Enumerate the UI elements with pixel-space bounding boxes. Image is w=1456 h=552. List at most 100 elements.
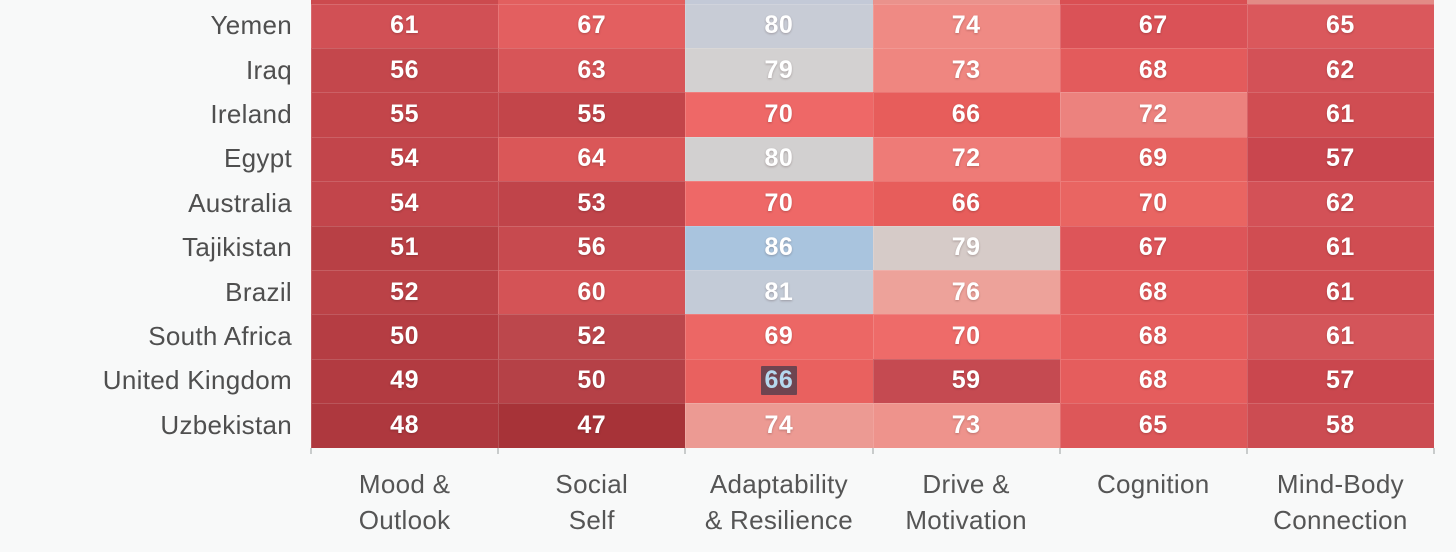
cell-value: 61 xyxy=(1326,277,1355,306)
heatmap-cell[interactable]: 59 xyxy=(872,358,1060,404)
heatmap-row-uzbekistan: 48 47 74 73 65 58 xyxy=(311,403,1435,448)
heatmap-cell[interactable]: 74 xyxy=(872,3,1060,48)
cell-value: 61 xyxy=(1326,322,1355,351)
cell-value: 56 xyxy=(390,55,419,84)
heatmap-cell[interactable]: 73 xyxy=(872,47,1060,93)
row-label-uzbekistan: Uzbekistan xyxy=(160,409,292,440)
heatmap-cell[interactable]: 51 xyxy=(311,225,499,270)
cell-value: 74 xyxy=(951,11,981,40)
heatmap-cell[interactable]: 63 xyxy=(498,47,686,93)
axis-tick xyxy=(1245,447,1248,454)
heatmap-cell[interactable]: 67 xyxy=(1059,3,1247,48)
heatmap-cell-partial xyxy=(498,0,686,4)
heatmap-cell[interactable]: 65 xyxy=(1059,403,1247,448)
heatmap-cell[interactable]: 56 xyxy=(311,47,499,93)
axis-tick xyxy=(497,447,500,454)
heatmap-cell[interactable]: 80 xyxy=(685,136,873,182)
heatmap-cell[interactable]: 53 xyxy=(498,181,686,226)
heatmap-cell[interactable]: 66 xyxy=(872,181,1060,226)
heatmap-cell-partial xyxy=(685,0,873,4)
heatmap-cell[interactable]: 48 xyxy=(311,403,499,448)
heatmap-cell[interactable]: 62 xyxy=(1246,181,1435,226)
heatmap-row-yemen: 61 67 80 74 67 65 xyxy=(311,3,1435,48)
heatmap-cell[interactable]: 50 xyxy=(498,358,686,404)
heatmap-cell[interactable]: 68 xyxy=(1059,314,1247,359)
heatmap-cell[interactable]: 64 xyxy=(498,136,686,182)
heatmap-cell[interactable]: 56 xyxy=(498,225,686,270)
heatmap-cell[interactable]: 72 xyxy=(1059,92,1247,137)
row-label-yemen: Yemen xyxy=(210,10,292,41)
heatmap-cell[interactable]: 67 xyxy=(498,3,686,48)
heatmap-cell[interactable]: 79 xyxy=(872,225,1060,270)
heatmap-cell[interactable]: 54 xyxy=(311,136,499,182)
heatmap-cell[interactable]: 74 xyxy=(685,403,873,448)
heatmap-cell[interactable]: 49 xyxy=(311,358,499,404)
cell-value: 66 xyxy=(951,100,981,129)
heatmap-cell[interactable]: 61 xyxy=(1246,92,1435,137)
column-label-line: Outlook xyxy=(358,505,451,535)
heatmap-cell[interactable]: 68 xyxy=(1059,47,1247,93)
cell-value: 68 xyxy=(1138,322,1168,351)
heatmap-cell[interactable]: 73 xyxy=(872,403,1060,448)
heatmap-cell[interactable]: 67 xyxy=(1059,225,1247,270)
cell-value: 80 xyxy=(764,144,794,173)
cell-value: 79 xyxy=(764,55,794,84)
column-label-adaptability-resilience: Adaptability & Resilience xyxy=(685,466,872,538)
heatmap-cell[interactable]: 70 xyxy=(1059,181,1247,226)
heatmap-cell[interactable]: 54 xyxy=(311,181,499,226)
heatmap-cell[interactable]: 50 xyxy=(311,314,499,359)
heatmap-cell[interactable]: 60 xyxy=(498,269,686,315)
cell-value: 52 xyxy=(390,277,419,306)
axis-tick xyxy=(1433,447,1435,454)
heatmap-cell[interactable]: 66 xyxy=(872,92,1060,137)
heatmap-cell[interactable]: 70 xyxy=(685,92,873,137)
cell-value: 86 xyxy=(764,233,794,262)
heatmap-cell[interactable]: 52 xyxy=(311,269,499,315)
column-label-mood-outlook: Mood & Outlook xyxy=(311,466,498,538)
heatmap-cell[interactable]: 72 xyxy=(872,136,1060,182)
row-label-tajikistan: Tajikistan xyxy=(182,232,292,263)
cell-value: 51 xyxy=(390,233,419,262)
heatmap-cell[interactable]: 69 xyxy=(685,314,873,359)
heatmap-cell[interactable]: 58 xyxy=(1246,403,1435,448)
heatmap-cell[interactable]: 65 xyxy=(1246,3,1435,48)
cell-value: 56 xyxy=(577,233,607,262)
heatmap-cell[interactable]: 69 xyxy=(1059,136,1247,182)
axis-tick xyxy=(1058,447,1061,454)
heatmap-cell[interactable]: 80 xyxy=(685,3,873,48)
heatmap-cell[interactable]: 70 xyxy=(685,181,873,226)
cell-value: 74 xyxy=(764,410,794,439)
heatmap-cell[interactable]: 57 xyxy=(1246,136,1435,182)
heatmap-cell[interactable]: 62 xyxy=(1246,47,1435,93)
heatmap-cell[interactable]: 57 xyxy=(1246,358,1435,404)
heatmap-cell[interactable]: 47 xyxy=(498,403,686,448)
heatmap-cell[interactable]: 86 xyxy=(685,225,873,270)
column-label-line: & Resilience xyxy=(704,505,853,535)
heatmap-cell[interactable]: 81 xyxy=(685,269,873,315)
heatmap-cell[interactable]: 70 xyxy=(872,314,1060,359)
heatmap-cell[interactable]: 66 xyxy=(685,358,873,404)
cell-value: 69 xyxy=(764,322,794,351)
heatmap-cell[interactable]: 55 xyxy=(311,92,499,137)
heatmap-cell[interactable]: 61 xyxy=(311,3,499,48)
heatmap-row-south-africa: 50 52 69 70 68 61 xyxy=(311,314,1435,359)
heatmap-cell[interactable]: 55 xyxy=(498,92,686,137)
column-label-social-self: Social Self xyxy=(498,466,685,538)
heatmap-cell[interactable]: 61 xyxy=(1246,269,1435,315)
heatmap-cell[interactable]: 61 xyxy=(1246,314,1435,359)
cell-value: 80 xyxy=(764,11,794,40)
heatmap-cell[interactable]: 68 xyxy=(1059,269,1247,315)
cell-value: 63 xyxy=(577,55,607,84)
column-label-line: Drive & xyxy=(922,469,1010,499)
cell-value: 79 xyxy=(951,233,981,262)
cell-value: 62 xyxy=(1326,188,1355,217)
heatmap-cell[interactable]: 52 xyxy=(498,314,686,359)
heatmap-cell[interactable]: 61 xyxy=(1246,225,1435,270)
cell-value: 50 xyxy=(577,366,607,395)
cell-value: 67 xyxy=(1138,233,1168,262)
heatmap-cell[interactable]: 79 xyxy=(685,47,873,93)
heatmap-cell[interactable]: 76 xyxy=(872,269,1060,315)
cell-value: 47 xyxy=(577,410,607,439)
cell-value: 50 xyxy=(390,322,419,351)
heatmap-cell[interactable]: 68 xyxy=(1059,358,1247,404)
